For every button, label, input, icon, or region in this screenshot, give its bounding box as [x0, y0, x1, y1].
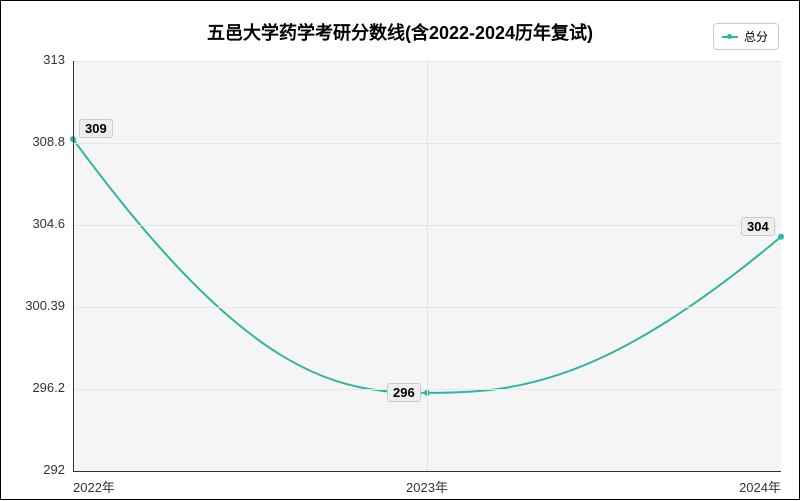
data-label: 296: [387, 383, 421, 402]
y-axis-tick-label: 313: [43, 52, 65, 67]
y-axis-tick-label: 308.8: [32, 134, 65, 149]
x-axis-line: [73, 471, 781, 472]
y-axis-tick-label: 292: [43, 462, 65, 477]
x-axis-tick-label: 2024年: [721, 477, 781, 496]
x-axis-tick-label: 2023年: [397, 477, 457, 496]
data-label: 309: [79, 119, 113, 138]
plot-svg: [1, 1, 800, 501]
gridline-v: [427, 61, 428, 471]
chart-container: 五邑大学药学考研分数线(含2022-2024历年复试) 总分 292296.23…: [0, 0, 800, 500]
data-point: [778, 234, 784, 240]
y-axis-tick-label: 304.6: [32, 216, 65, 231]
x-axis-tick-label: 2022年: [73, 477, 133, 496]
y-axis-line: [73, 61, 74, 471]
y-axis-tick-label: 296.2: [32, 380, 65, 395]
data-label: 304: [741, 217, 775, 236]
y-axis-tick-label: 300.39: [25, 298, 65, 313]
